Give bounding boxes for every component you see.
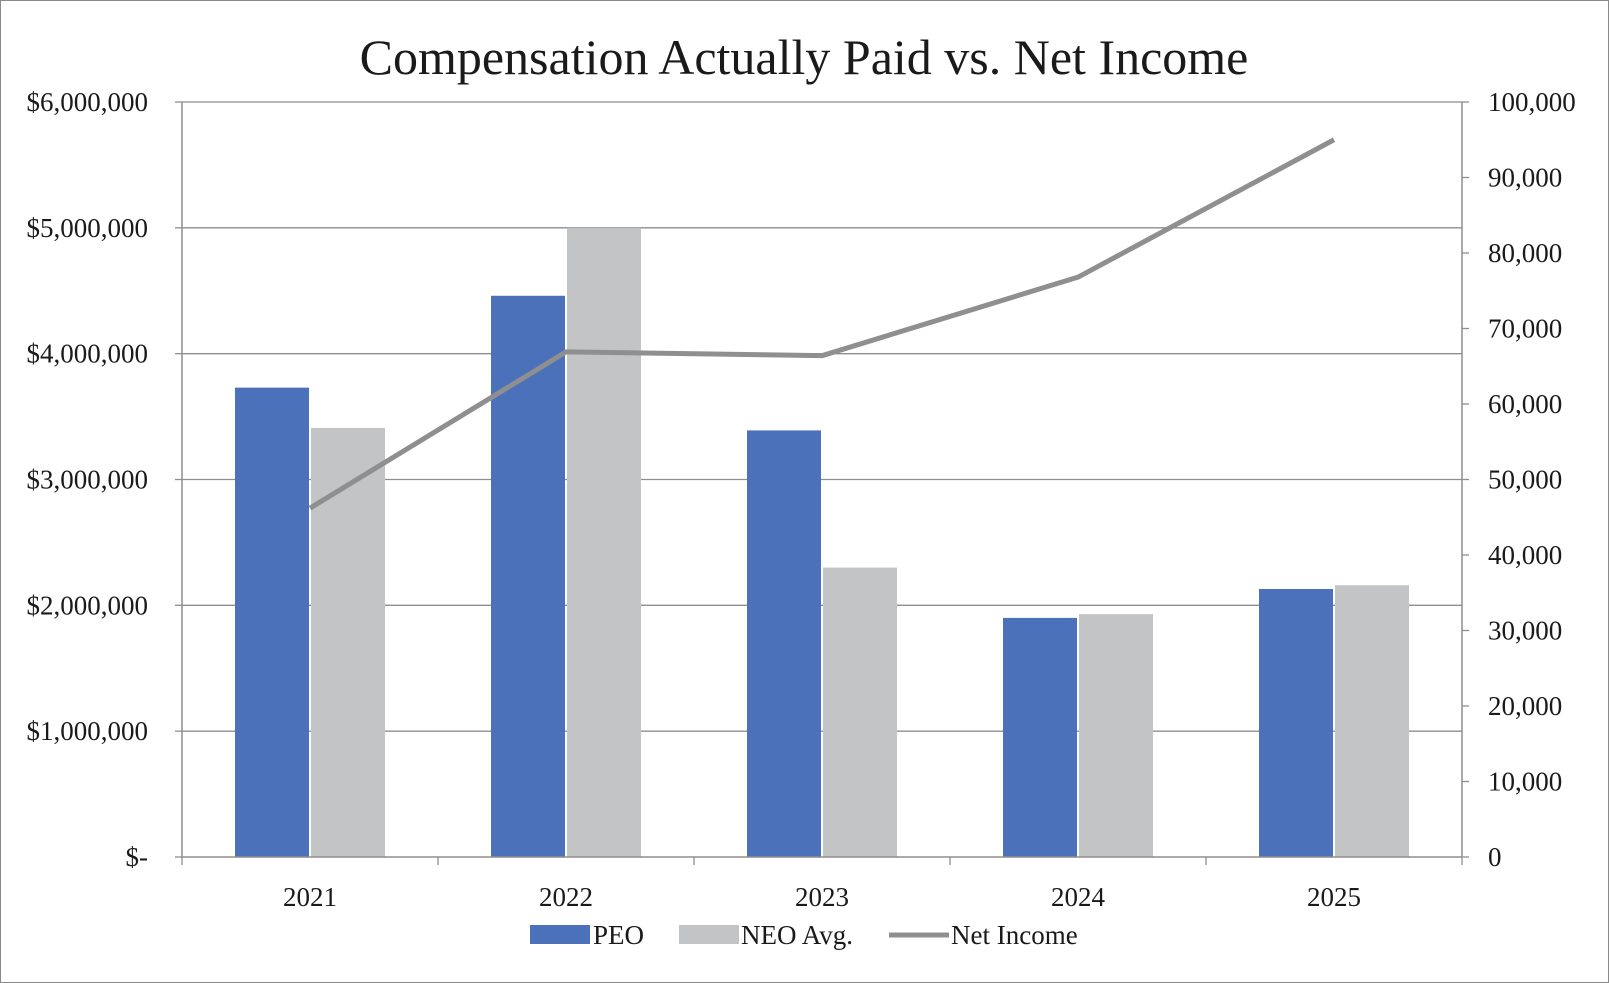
right-tick-label-2: 20,000 — [1488, 691, 1562, 721]
left-axis-labels: $- $1,000,000 $2,000,000 $3,000,000 $4,000,0… — [27, 87, 149, 872]
left-tick-label-0: $- — [126, 842, 149, 872]
right-tick-label-4: 40,000 — [1488, 540, 1562, 570]
bar-peo-2024 — [1003, 617, 1077, 857]
legend-label-net-income: Net Income — [951, 920, 1078, 950]
right-tick-label-0: 0 — [1488, 842, 1502, 872]
left-tick-label-3: $3,000,000 — [27, 465, 149, 495]
bar-peo-2025 — [1259, 588, 1333, 857]
right-tick-label-8: 80,000 — [1488, 238, 1562, 268]
left-tick-label-4: $4,000,000 — [27, 339, 149, 369]
x-axis-labels: 2021 2022 2023 2024 2025 — [283, 882, 1361, 912]
x-tick-label-2022: 2022 — [539, 882, 593, 912]
bar-neo-avg-2021 — [311, 427, 385, 857]
right-tick-label-9: 90,000 — [1488, 163, 1562, 193]
chart-title: Compensation Actually Paid vs. Net Incom… — [360, 29, 1249, 85]
left-tick-label-1: $1,000,000 — [27, 716, 149, 746]
legend-swatch-peo — [530, 925, 590, 944]
bar-neo-avg-2022 — [567, 227, 641, 858]
legend: PEO NEO Avg. Net Income — [530, 920, 1078, 950]
bar-peo-2021 — [235, 387, 309, 857]
x-tick-label-2023: 2023 — [795, 882, 849, 912]
bar-neo-avg-2025 — [1335, 585, 1409, 857]
x-tick-label-2024: 2024 — [1051, 882, 1106, 912]
bar-peo-2022 — [491, 295, 565, 857]
right-axis-labels: 0 10,000 20,000 30,000 40,000 50,000 60,000 70,… — [1488, 87, 1576, 872]
bar-neo-avg-2024 — [1079, 614, 1153, 857]
left-tick-label-2: $2,000,000 — [27, 590, 149, 620]
right-tick-label-7: 70,000 — [1488, 314, 1562, 344]
right-tick-label-3: 30,000 — [1488, 616, 1562, 646]
bars — [235, 227, 1409, 858]
bar-peo-2023 — [747, 430, 821, 857]
axes — [175, 101, 1469, 865]
right-tick-label-10: 100,000 — [1488, 87, 1576, 117]
right-tick-label-6: 60,000 — [1488, 389, 1562, 419]
bar-neo-avg-2023 — [823, 567, 897, 857]
right-tick-label-5: 50,000 — [1488, 465, 1562, 495]
legend-label-neo-avg: NEO Avg. — [741, 920, 853, 950]
legend-swatch-neo-avg — [679, 925, 739, 944]
net-income-line-group — [308, 137, 1336, 511]
net-income-line — [308, 137, 1336, 511]
x-tick-label-2025: 2025 — [1307, 882, 1361, 912]
x-tick-label-2021: 2021 — [283, 882, 337, 912]
right-tick-label-1: 10,000 — [1488, 767, 1562, 797]
legend-label-peo: PEO — [593, 920, 644, 950]
gridlines — [182, 101, 1462, 732]
left-tick-label-5: $5,000,000 — [27, 213, 149, 243]
left-tick-label-6: $6,000,000 — [27, 87, 149, 117]
